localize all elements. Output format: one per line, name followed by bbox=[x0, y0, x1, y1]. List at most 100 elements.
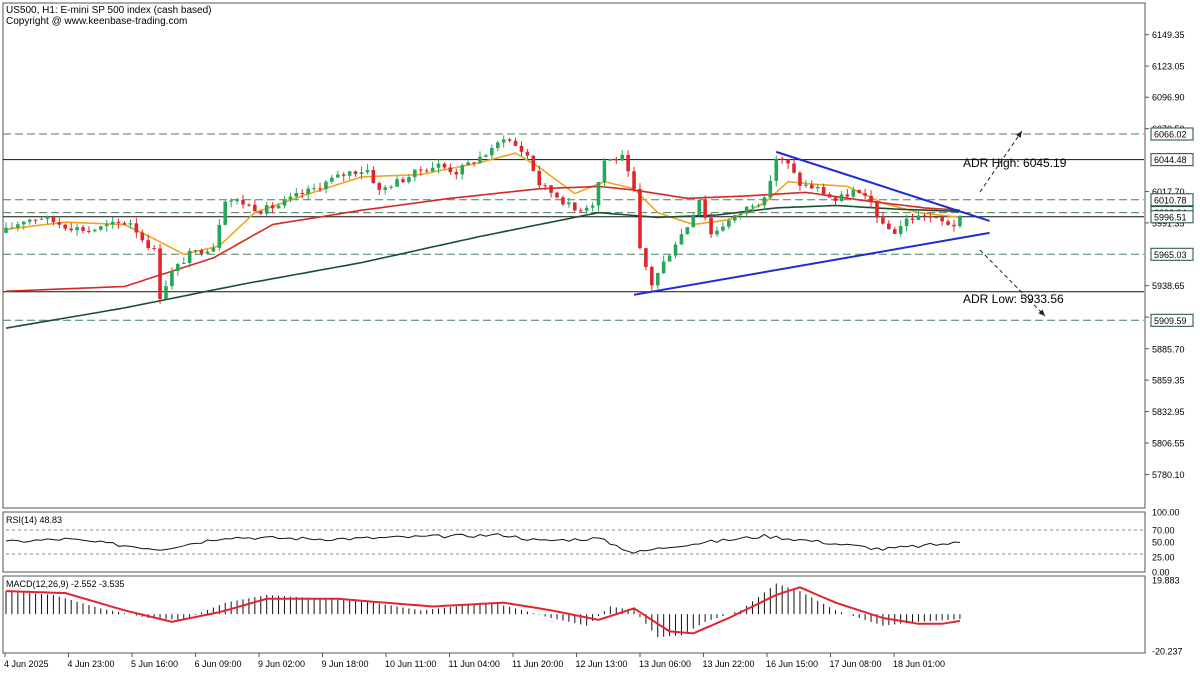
candle bbox=[910, 213, 915, 224]
macd-signal-line bbox=[5, 586, 961, 635]
candle bbox=[774, 155, 779, 187]
candle bbox=[614, 156, 619, 165]
copyright-text: Copyright @ www.keenbase-trading.com bbox=[6, 16, 187, 27]
candle bbox=[484, 153, 488, 158]
candle bbox=[330, 174, 334, 185]
time-tick-label: 11 Jun 04:00 bbox=[449, 659, 500, 669]
candle bbox=[75, 223, 79, 236]
level-lines bbox=[3, 133, 1144, 321]
macd-tick-label: -20.237 bbox=[1152, 647, 1183, 657]
candle bbox=[365, 164, 370, 175]
level-price-tag: 6010.78 bbox=[1150, 193, 1194, 207]
candle bbox=[697, 199, 702, 218]
candle bbox=[69, 222, 73, 233]
adr-high-label: ADR High: 6045.19 bbox=[963, 156, 1067, 170]
candle bbox=[170, 267, 174, 290]
candle bbox=[211, 243, 216, 253]
trendlines[interactable] bbox=[633, 150, 990, 296]
price-tick-label: 5991.35 bbox=[1152, 218, 1185, 228]
candle bbox=[762, 195, 767, 210]
candle bbox=[573, 202, 577, 213]
candle bbox=[881, 211, 885, 225]
candlesticks bbox=[4, 135, 962, 305]
candle bbox=[193, 249, 198, 254]
price-tick-label: 6096.90 bbox=[1152, 93, 1185, 103]
candle bbox=[863, 188, 867, 201]
candle bbox=[395, 176, 399, 187]
candle bbox=[241, 194, 245, 209]
adr-low-arrow bbox=[979, 249, 1046, 317]
macd-indicator: 19.883 -20.237 bbox=[5, 576, 1183, 657]
candle bbox=[928, 212, 933, 223]
time-tick-label: 10 Jun 11:00 bbox=[385, 659, 436, 669]
price-tick-label: 6123.05 bbox=[1152, 62, 1185, 72]
candle bbox=[57, 217, 62, 229]
candle bbox=[264, 201, 269, 217]
candle bbox=[347, 170, 352, 180]
candle bbox=[922, 212, 927, 221]
macd-tick-label: 19.883 bbox=[1152, 576, 1180, 586]
candle bbox=[300, 189, 305, 199]
candle bbox=[253, 199, 257, 212]
trendline[interactable] bbox=[775, 150, 990, 222]
candle bbox=[567, 197, 571, 208]
candle bbox=[786, 159, 790, 169]
candle bbox=[324, 179, 328, 194]
rsi-tick-label: 70.00 bbox=[1152, 526, 1175, 536]
time-tick-label: 11 Jun 20:00 bbox=[512, 659, 563, 669]
candle bbox=[110, 217, 115, 229]
candle bbox=[685, 226, 690, 235]
svg-text:6066.02: 6066.02 bbox=[1154, 129, 1187, 139]
candle bbox=[16, 221, 20, 232]
svg-text:5965.03: 5965.03 bbox=[1154, 250, 1187, 260]
candle bbox=[851, 186, 856, 199]
candle bbox=[276, 203, 281, 209]
candle bbox=[81, 224, 85, 234]
candle bbox=[804, 179, 808, 188]
candle bbox=[952, 219, 956, 232]
rsi-tick-label: 25.00 bbox=[1152, 553, 1175, 563]
candle bbox=[63, 223, 68, 232]
candle bbox=[810, 180, 814, 190]
candle bbox=[336, 170, 340, 178]
candle bbox=[341, 172, 346, 182]
candle bbox=[792, 158, 796, 174]
candle bbox=[744, 205, 749, 218]
svg-text:5996.51: 5996.51 bbox=[1154, 212, 1187, 222]
candle bbox=[525, 148, 530, 159]
adr-low-label: ADR Low: 5933.56 bbox=[963, 292, 1064, 306]
candle bbox=[667, 253, 672, 262]
candle bbox=[4, 222, 8, 234]
price-panel[interactable] bbox=[2, 2, 1146, 509]
candle bbox=[217, 219, 222, 252]
candle bbox=[732, 214, 737, 224]
candle bbox=[721, 222, 725, 232]
candle bbox=[418, 166, 423, 176]
candle bbox=[916, 209, 921, 221]
candle bbox=[436, 158, 441, 174]
candle bbox=[519, 141, 524, 156]
trendline[interactable] bbox=[633, 231, 990, 296]
candle bbox=[312, 183, 316, 191]
candle bbox=[146, 234, 150, 251]
candle bbox=[460, 163, 465, 180]
candle bbox=[626, 150, 630, 177]
candle bbox=[87, 226, 91, 234]
candle bbox=[578, 207, 583, 213]
candle bbox=[513, 137, 518, 147]
candle bbox=[537, 165, 542, 190]
rsi-panel[interactable] bbox=[2, 511, 1146, 573]
candle bbox=[176, 262, 180, 276]
candle bbox=[478, 151, 482, 164]
candle bbox=[501, 135, 506, 148]
candle bbox=[887, 220, 891, 230]
time-tick-label: 5 Jun 16:00 bbox=[131, 659, 178, 669]
candle bbox=[756, 203, 761, 208]
svg-text:5909.59: 5909.59 bbox=[1154, 316, 1187, 326]
candle bbox=[833, 196, 838, 207]
candle bbox=[543, 182, 547, 191]
ma-slow-line bbox=[5, 204, 960, 329]
candle bbox=[448, 163, 453, 175]
